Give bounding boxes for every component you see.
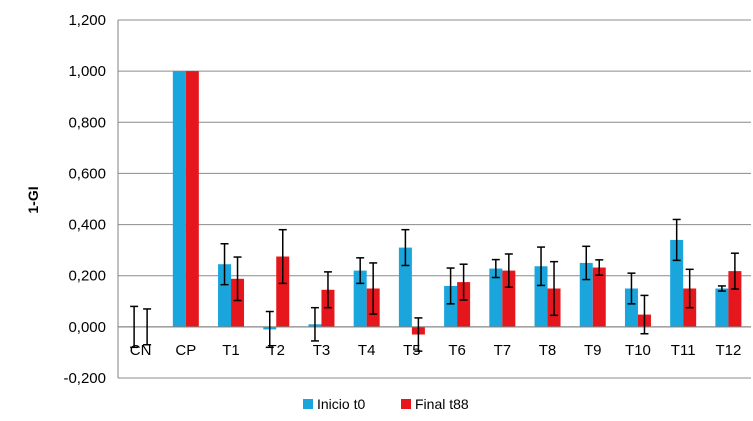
error-bar bbox=[504, 253, 513, 288]
error-bar bbox=[730, 252, 739, 290]
y-axis-ticks: 1,200 1,000 0,800 0,600 0,400 0,200 0,000 -0,20… bbox=[63, 12, 106, 387]
error-bar bbox=[550, 260, 559, 317]
error-bar bbox=[537, 246, 546, 287]
error-bar bbox=[582, 245, 591, 281]
error-bar bbox=[323, 271, 332, 309]
bar-inicio-t11 bbox=[670, 239, 684, 327]
y-tick-label: 0,000 bbox=[68, 319, 106, 336]
x-category-label: T8 bbox=[539, 342, 557, 359]
x-category-label: T2 bbox=[267, 342, 285, 359]
y-tick-label: 1,000 bbox=[68, 63, 106, 80]
y-tick-label: 1,200 bbox=[68, 12, 106, 29]
x-category-label: T9 bbox=[584, 342, 602, 359]
x-axis-categories: CN CP T1 T2 T3 T4 T5 T6 T7 T8 T9 T10 T11 T12 bbox=[130, 342, 742, 359]
legend-label-inicio: Inicio t0 bbox=[317, 396, 365, 412]
error-bar bbox=[595, 259, 604, 276]
bar-final-t12 bbox=[728, 271, 742, 327]
error-bar bbox=[491, 258, 500, 279]
error-bar bbox=[356, 257, 365, 285]
bar-inicio-cp bbox=[172, 71, 186, 327]
y-tick-label: 0,800 bbox=[68, 114, 106, 131]
bar-final-t6 bbox=[457, 282, 471, 327]
x-category-label: CP bbox=[175, 342, 196, 359]
error-bar bbox=[717, 285, 726, 292]
x-category-label: CN bbox=[130, 342, 152, 359]
error-bar bbox=[446, 267, 455, 305]
error-bar bbox=[672, 218, 681, 262]
x-category-label: T5 bbox=[403, 342, 421, 359]
x-category-label: T11 bbox=[671, 342, 696, 359]
gridlines bbox=[118, 19, 751, 379]
bar-final-t9 bbox=[592, 267, 606, 327]
legend: Inicio t0 Final t88 bbox=[303, 396, 469, 412]
legend-label-final: Final t88 bbox=[415, 396, 469, 412]
x-category-label: T3 bbox=[313, 342, 331, 359]
x-category-label: T7 bbox=[494, 342, 512, 359]
legend-swatch-inicio bbox=[303, 399, 313, 409]
legend-swatch-final bbox=[401, 399, 411, 409]
error-bar bbox=[143, 308, 152, 346]
bar-inicio-t4 bbox=[353, 270, 367, 327]
y-tick-label: 0,600 bbox=[68, 165, 106, 182]
x-category-label: T1 bbox=[222, 342, 240, 359]
error-bar bbox=[640, 294, 649, 335]
bar-final-t2 bbox=[276, 256, 290, 327]
bar-final-t7 bbox=[502, 270, 516, 327]
error-bar bbox=[233, 256, 242, 302]
bars bbox=[172, 71, 742, 335]
bar-inicio-t6 bbox=[444, 285, 458, 327]
error-bar bbox=[130, 305, 139, 349]
bar-inicio-t12 bbox=[715, 288, 729, 327]
y-axis-title: 1-GI bbox=[25, 186, 41, 213]
bar-inicio-t8 bbox=[534, 266, 548, 327]
bar-final-t1 bbox=[231, 278, 245, 327]
error-bar bbox=[414, 317, 423, 352]
x-category-label: T6 bbox=[448, 342, 466, 359]
error-bar bbox=[459, 263, 468, 301]
error-bars bbox=[130, 218, 739, 352]
error-bar bbox=[310, 306, 319, 342]
error-bar bbox=[265, 310, 274, 349]
y-tick-label: 0,200 bbox=[68, 268, 106, 285]
y-tick-label: -0,200 bbox=[63, 370, 106, 387]
error-bar bbox=[401, 228, 410, 267]
x-category-label: T10 bbox=[625, 342, 651, 359]
bar-inicio-t5 bbox=[398, 247, 412, 327]
error-bar bbox=[220, 243, 229, 286]
x-category-label: T12 bbox=[715, 342, 741, 359]
x-category-label: T4 bbox=[358, 342, 376, 359]
bar-inicio-t1 bbox=[218, 264, 232, 327]
bar-final-cp bbox=[185, 71, 199, 327]
bar-inicio-t10 bbox=[624, 288, 638, 327]
error-bar bbox=[627, 272, 636, 305]
error-bar bbox=[685, 268, 694, 309]
error-bar bbox=[278, 228, 287, 285]
y-tick-label: 0,400 bbox=[68, 217, 106, 234]
error-bar bbox=[369, 262, 378, 315]
bar-inicio-t7 bbox=[489, 268, 503, 327]
